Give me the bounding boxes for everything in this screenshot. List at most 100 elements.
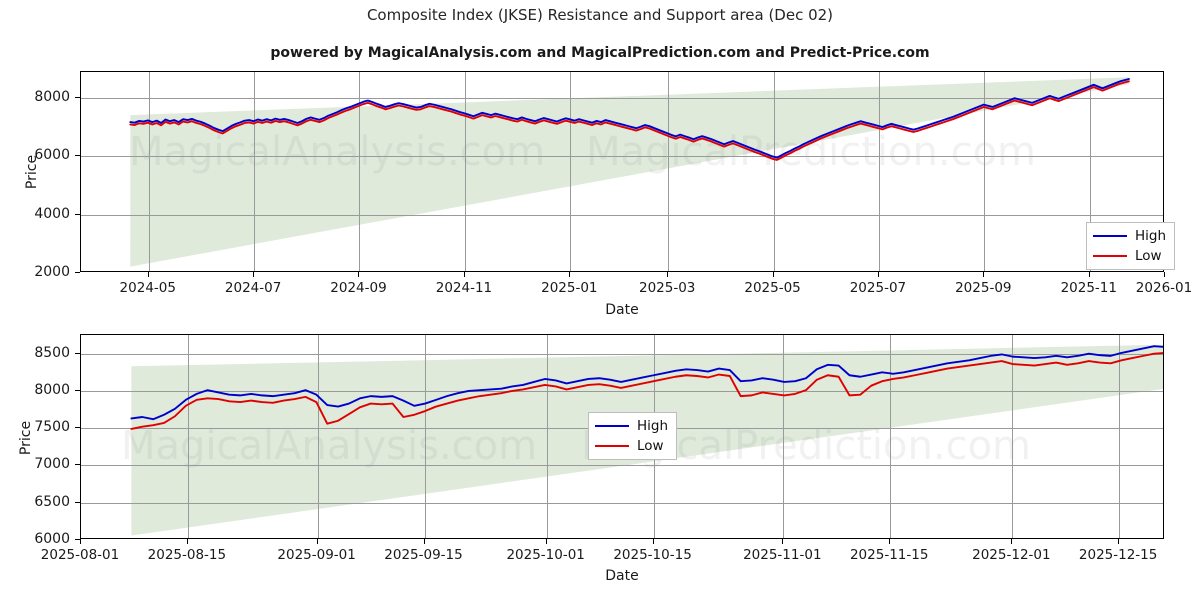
legend-row-high: High — [595, 418, 668, 434]
x-tick-mark — [147, 272, 149, 277]
gridline-horizontal — [81, 353, 1163, 355]
gridline-vertical — [317, 335, 319, 538]
series-line-low — [130, 352, 1163, 430]
gridline-vertical — [424, 335, 426, 538]
x-tick-mark — [1011, 539, 1013, 544]
top-x-axis-label: Date — [605, 302, 639, 318]
y-tick-label: 7500 — [34, 419, 70, 436]
x-tick-label: 2025-10-01 — [506, 547, 585, 563]
gridline-vertical — [148, 72, 150, 271]
x-tick-label: 2024-11 — [435, 280, 493, 296]
x-tick-label: 2025-09-15 — [384, 547, 463, 563]
x-tick-mark — [186, 539, 188, 544]
y-tick-label: 8000 — [34, 89, 70, 106]
legend-swatch-low — [595, 445, 629, 447]
gridline-vertical — [783, 335, 785, 538]
y-tick-label: 6000 — [34, 147, 70, 164]
bottom-y-axis-label: Price — [18, 420, 34, 456]
gridline-vertical — [878, 72, 880, 271]
x-tick-mark — [463, 272, 465, 277]
gridline-horizontal — [81, 502, 1163, 504]
x-tick-label: 2024-09 — [330, 280, 387, 296]
gridline-horizontal — [81, 214, 1163, 216]
x-tick-mark — [1164, 272, 1165, 277]
gridline-vertical — [359, 72, 361, 271]
legend-label-low: Low — [1135, 248, 1162, 264]
x-tick-label: 2025-11 — [1060, 280, 1117, 296]
series-line-low — [129, 80, 1130, 161]
y-tick-mark — [75, 464, 80, 466]
y-tick-label: 2000 — [34, 264, 70, 280]
gridline-horizontal — [81, 156, 1163, 158]
x-tick-mark — [877, 272, 879, 277]
gridline-horizontal — [81, 98, 1163, 100]
gridline-vertical — [254, 72, 256, 271]
x-tick-mark — [652, 539, 654, 544]
x-tick-label: 2025-03 — [638, 280, 696, 296]
series-layer — [129, 78, 1130, 161]
y-tick-label: 8500 — [34, 344, 70, 361]
x-tick-mark — [889, 539, 891, 544]
x-tick-mark — [1118, 539, 1120, 544]
x-tick-label: 2024-05 — [119, 280, 176, 296]
x-tick-label: 2025-07 — [849, 280, 907, 296]
x-tick-mark — [253, 272, 255, 277]
gridline-horizontal — [81, 390, 1163, 392]
legend-swatch-high — [1093, 235, 1127, 237]
x-tick-label: 2025-08-15 — [147, 547, 227, 563]
x-tick-label: 2025-05 — [744, 280, 801, 296]
legend-label-low: Low — [637, 438, 664, 454]
gridline-vertical — [890, 335, 892, 538]
bottom-chart-legend[interactable]: High Low — [588, 412, 678, 460]
gridline-vertical — [1012, 335, 1014, 538]
gridline-vertical — [464, 72, 466, 271]
x-tick-label: 2025-12-01 — [972, 547, 1051, 563]
gridline-vertical — [1119, 335, 1121, 538]
x-tick-label: 2024-07 — [224, 280, 282, 296]
gridline-vertical — [773, 72, 775, 271]
x-tick-mark — [667, 272, 669, 277]
series-line-high — [129, 78, 1130, 159]
x-tick-label: 2025-09 — [955, 280, 1012, 296]
x-tick-label: 2025-09-01 — [277, 547, 356, 563]
y-tick-mark — [75, 352, 80, 354]
y-tick-label: 8000 — [34, 381, 70, 398]
y-tick-mark — [75, 213, 80, 215]
x-tick-mark — [772, 272, 774, 277]
legend-row-low: Low — [595, 438, 668, 454]
y-tick-mark — [75, 539, 80, 540]
x-tick-label: 2025-01 — [541, 280, 598, 296]
top-chart-legend[interactable]: High Low — [1086, 222, 1176, 270]
x-tick-label: 2026-01 — [1135, 280, 1193, 296]
legend-row-high: High — [1093, 228, 1166, 244]
y-tick-mark — [75, 155, 80, 157]
x-tick-mark — [423, 539, 425, 544]
gridline-vertical — [546, 335, 548, 538]
top-y-axis-label: Price — [24, 154, 40, 190]
page-title: Composite Index (JKSE) Resistance and Su… — [366, 6, 834, 24]
legend-label-high: High — [1135, 228, 1167, 244]
x-tick-label: 2025-08-01 — [40, 547, 120, 563]
x-tick-mark — [569, 272, 571, 277]
x-tick-mark — [782, 539, 784, 544]
x-tick-label: 2025-10-15 — [613, 547, 692, 563]
y-tick-mark — [75, 389, 80, 391]
gridline-vertical — [187, 335, 189, 538]
y-tick-mark — [75, 501, 80, 503]
legend-row-low: Low — [1093, 248, 1166, 264]
gridline-horizontal — [81, 465, 1163, 467]
x-tick-mark — [545, 539, 547, 544]
y-tick-label: 7000 — [34, 456, 70, 473]
x-tick-label: 2025-11-01 — [743, 547, 822, 563]
gridline-vertical — [984, 72, 986, 271]
bottom-x-axis-label: Date — [605, 568, 639, 584]
y-tick-mark — [75, 97, 80, 99]
legend-label-high: High — [637, 418, 669, 434]
y-tick-label: 6500 — [34, 493, 70, 510]
y-tick-mark — [75, 427, 80, 429]
legend-swatch-high — [595, 425, 629, 427]
gridline-vertical — [570, 72, 572, 271]
